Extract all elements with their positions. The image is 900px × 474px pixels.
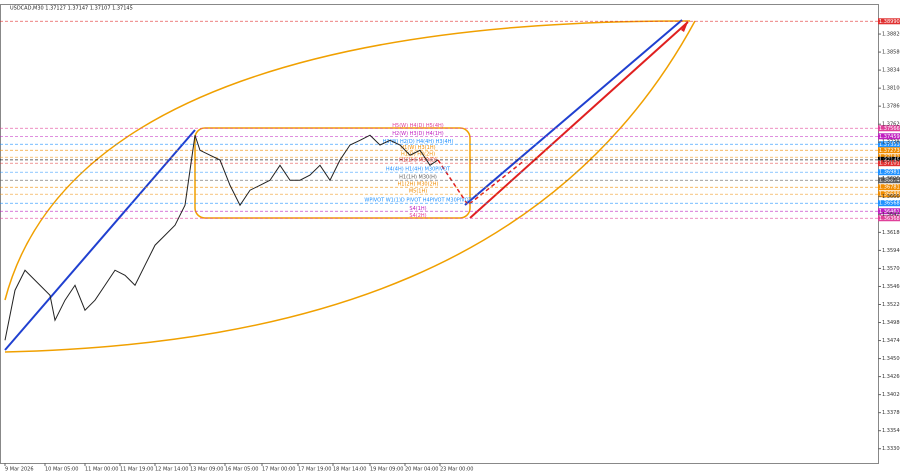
projection-arrow <box>469 21 689 219</box>
y-tick-label: 1.35460 <box>882 284 900 290</box>
arrow-head <box>681 22 688 32</box>
level-price-box <box>878 191 900 198</box>
x-tick-label: 17 Mar 19:00 <box>298 467 331 473</box>
x-tick-label: 10 Mar 05:00 <box>45 467 78 473</box>
y-tick-label: 1.35700 <box>882 266 900 272</box>
level-price-box <box>878 160 900 167</box>
arc-lower <box>4 20 696 353</box>
level-price-box <box>878 147 900 154</box>
level-text: M5(1H) <box>409 189 427 195</box>
price-line <box>4 134 439 341</box>
trend-line <box>4 129 196 351</box>
level-price-box <box>878 156 900 163</box>
x-tick-label: 13 Mar 09:00 <box>190 467 223 473</box>
level-price-label: 1.38990 <box>879 19 900 25</box>
y-tick-label: 1.37380 <box>882 140 900 146</box>
y-tick-label: 1.33540 <box>882 428 900 434</box>
plot <box>4 134 439 341</box>
level-price-label: 1.36781 <box>879 185 900 191</box>
level-text: H1(1H) M30(H) <box>399 175 437 181</box>
level-price-box <box>878 215 900 222</box>
y-tick-label: 1.36180 <box>882 230 900 236</box>
level-text: S4(2H) <box>409 213 426 219</box>
level-price-label: 1.36461 <box>879 209 900 215</box>
level-price-box <box>878 141 900 148</box>
level-price-box <box>878 18 900 25</box>
y-tick-label: 1.34020 <box>882 392 900 398</box>
level-price-box <box>878 184 900 191</box>
x-tick-label: 18 Mar 14:00 <box>333 467 366 473</box>
y-tick-label: 1.34980 <box>882 320 900 326</box>
level-text: S4(1H) <box>409 206 426 212</box>
x-tick-label: 19 Mar 09:00 <box>370 467 403 473</box>
x-tick-label: 17 Mar 00:00 <box>262 467 295 473</box>
level-price-label: 1.37353 <box>879 142 900 148</box>
chart-title: USDCAD,M30 1.37127 1.37147 1.37107 1.371… <box>10 6 133 12</box>
level-text: H5(W) H4(D) H5(4H) <box>392 123 443 129</box>
levels: 1.38990 1.37566 H5(W) H4(D) H5(4H) 1.37459 H… <box>0 18 900 222</box>
y-tick-label: 1.34500 <box>882 356 900 362</box>
y-tick-label: 1.37140 <box>882 158 900 164</box>
level-price-label: 1.36874 <box>879 178 900 184</box>
level-price-label: 1.37566 <box>879 126 900 132</box>
x-tick-label: 9 Mar 2026 <box>5 467 34 473</box>
x-tick-label: 20 Mar 04:00 <box>405 467 438 473</box>
axes: 1.33300 1.33540 1.33780 1.34020 1.34260 1.345… <box>4 32 900 473</box>
x-tick-label: 12 Mar 14:00 <box>155 467 188 473</box>
x-tick-label: 23 Mar 00:00 <box>440 467 473 473</box>
level-price-label: 1.36368 <box>879 216 900 222</box>
level-price-label: 1.37459 <box>879 134 900 140</box>
trend-line <box>464 19 683 206</box>
y-tick-label: 1.38820 <box>882 32 900 38</box>
level-text: H1(1H) M30(D) <box>399 158 437 164</box>
level-text: H1(W) H3(1H) <box>400 145 435 151</box>
x-tick-label: 11 Mar 19:00 <box>120 467 153 473</box>
x-tick-label: 11 Mar 00:00 <box>85 467 118 473</box>
y-tick-label: 1.38100 <box>882 86 900 92</box>
arc-upper <box>4 20 691 301</box>
y-tick-label: 1.37620 <box>882 122 900 128</box>
y-tick-label: 1.38580 <box>882 50 900 56</box>
level-price-box <box>878 133 900 140</box>
level-text: H2(W) H3(D) H4(1H) <box>392 131 443 137</box>
y-tick-label: 1.37860 <box>882 104 900 110</box>
level-text: H1(2H) M30(2H) <box>398 182 439 188</box>
level-text: H4(4H) H1(4H) M30PIVOT <box>386 167 451 173</box>
level-price-label: 1.37273 <box>879 148 900 154</box>
x-tick-label: 16 Mar 05:00 <box>225 467 258 473</box>
level-text: WPIVOT W1(1)D PIVOT H4PIVOT M30PIVOT <box>364 198 472 204</box>
y-tick-label: 1.36660 <box>882 194 900 200</box>
level-price-box <box>878 125 900 132</box>
level-price-box <box>878 169 900 176</box>
y-tick-label: 1.38340 <box>882 68 900 74</box>
level-text: H1(D) H4(2H) <box>401 152 435 158</box>
y-tick-label: 1.35940 <box>882 248 900 254</box>
level-price-box <box>878 208 900 215</box>
y-tick-label: 1.33780 <box>882 410 900 416</box>
level-price-label: 1.36981 <box>879 170 900 176</box>
level-price-label: 1.37101 <box>879 161 900 167</box>
level-price-box <box>878 177 900 184</box>
y-tick-label: 1.36420 <box>882 212 900 218</box>
level-price-label: 1.36688 <box>879 192 900 198</box>
level-price-label: 1.36568 <box>879 201 900 207</box>
level-text: H3(W) H2(D) H4(4H) H3(4H) <box>383 139 454 145</box>
y-tick-label: 1.34260 <box>882 374 900 380</box>
y-tick-label: 1.34740 <box>882 338 900 344</box>
y-tick-label: 1.33300 <box>882 446 900 452</box>
y-tick-label: 1.36900 <box>882 176 900 182</box>
y-tick-label: 1.35220 <box>882 302 900 308</box>
level-price-box <box>878 200 900 207</box>
